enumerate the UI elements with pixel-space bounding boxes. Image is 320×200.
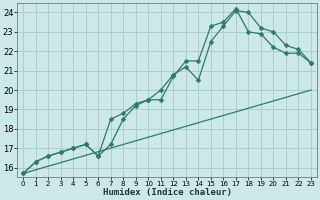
X-axis label: Humidex (Indice chaleur): Humidex (Indice chaleur) <box>102 188 232 197</box>
